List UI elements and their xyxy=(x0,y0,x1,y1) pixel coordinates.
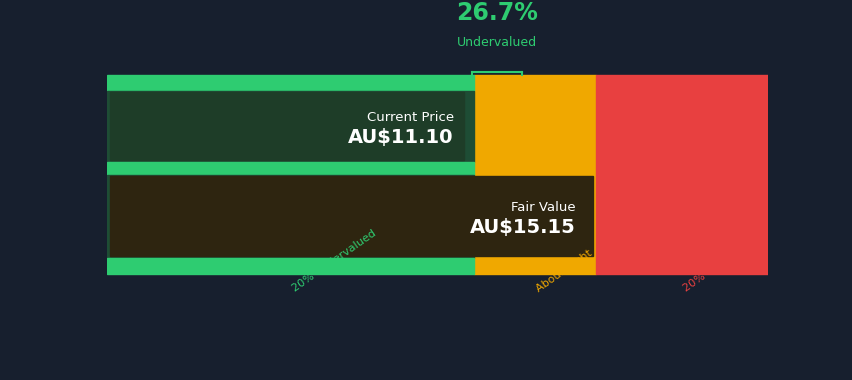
Bar xyxy=(110,92,463,160)
Bar xyxy=(106,91,473,162)
Text: Undervalued: Undervalued xyxy=(457,35,537,49)
Bar xyxy=(473,75,595,274)
Text: AU$15.15: AU$15.15 xyxy=(469,218,575,238)
Bar xyxy=(106,162,473,175)
Text: 26.7%: 26.7% xyxy=(456,1,538,25)
Text: 20% Overvalued: 20% Overvalued xyxy=(681,232,763,294)
Bar xyxy=(106,175,473,258)
Bar xyxy=(106,258,473,274)
Text: AU$11.10: AU$11.10 xyxy=(348,128,453,147)
Bar xyxy=(106,75,473,91)
Text: 20% Undervalued: 20% Undervalued xyxy=(290,228,377,294)
Text: Fair Value: Fair Value xyxy=(510,201,575,214)
Text: Current Price: Current Price xyxy=(366,111,453,124)
Bar xyxy=(595,75,767,274)
Bar xyxy=(110,176,592,256)
Text: About Right: About Right xyxy=(534,248,594,294)
